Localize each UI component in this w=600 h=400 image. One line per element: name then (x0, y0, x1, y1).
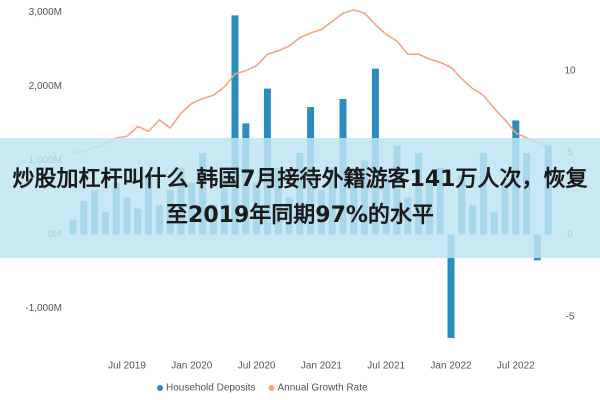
bar (231, 15, 239, 235)
banner: 炒股加杠杆叫什么 韩国7月接待外籍游客141万人次，恢复至2019年同期97%的… (0, 138, 600, 258)
y-tick-label: 2,000M (29, 81, 62, 92)
line (72, 9, 549, 154)
legend-marker (268, 385, 275, 391)
y-tick-label: 3,000M (29, 7, 62, 18)
legend-marker (157, 385, 163, 391)
x-tick-label: Jul 2022 (497, 361, 535, 372)
legend-label: Annual Growth Rate (278, 383, 368, 394)
y2-tick-label: -5 (566, 311, 575, 322)
x-tick-label: Jul 2020 (238, 361, 276, 372)
x-tick-label: Jul 2019 (108, 361, 146, 372)
y-tick-label: -1,000M (25, 303, 62, 314)
x-tick-label: Jan 2021 (301, 361, 343, 372)
x-tick-label: Jan 2020 (171, 361, 213, 372)
x-tick-label: Jul 2021 (367, 361, 405, 372)
y2-tick-label: 10 (564, 65, 576, 76)
x-tick-label: Jan 2022 (430, 361, 472, 372)
bar (447, 234, 455, 338)
banner-text: 炒股加杠杆叫什么 韩国7月接待外籍游客141万人次，恢复至2019年同期97%的… (12, 167, 588, 228)
legend-label: Household Deposits (166, 383, 256, 394)
